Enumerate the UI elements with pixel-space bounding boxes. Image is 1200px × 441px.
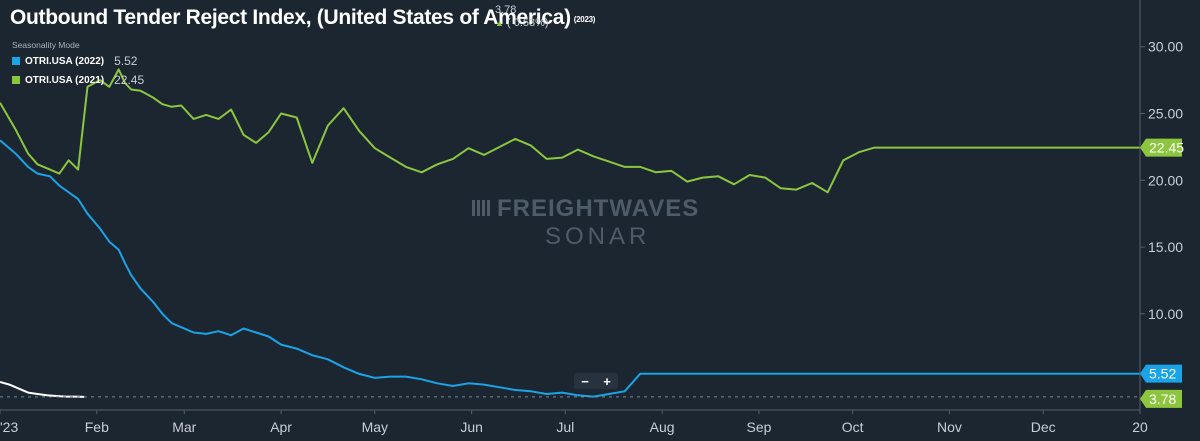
end-label-box xyxy=(1140,364,1182,383)
end-label-text: 5.52 xyxy=(1149,366,1176,382)
end-value-labels: 22.45 5.52 3.78 xyxy=(1140,138,1184,408)
seasonality-mode-label: Seasonality Mode xyxy=(12,40,80,50)
x-tick-label: Dec xyxy=(1031,419,1056,435)
current-change: ( 0.53%) xyxy=(506,17,549,29)
y-tick-label: 20.00 xyxy=(1148,172,1183,188)
end-label-0: 22.45 xyxy=(1140,138,1184,157)
watermark-logo-icon xyxy=(472,200,490,216)
up-arrow-icon: ▲ xyxy=(495,18,504,28)
x-tick-label: Jul xyxy=(556,419,574,435)
zoom-controls: − + xyxy=(574,373,618,389)
watermark-sonar: SONAR xyxy=(545,223,650,250)
y-axis: 30.00 25.00 20.00 15.00 10.00 xyxy=(1139,0,1183,410)
series-line-0 xyxy=(0,68,1140,194)
x-tick-label: Nov xyxy=(937,419,962,435)
series-line-2 xyxy=(0,381,85,398)
x-tick-label: Apr xyxy=(270,419,292,435)
watermark-freightwaves: FREIGHTWAVES xyxy=(497,195,699,222)
series-lines xyxy=(0,68,1140,398)
x-tick-label: '23 xyxy=(0,419,18,435)
end-label-1: 5.52 xyxy=(1140,364,1182,383)
x-tick-label: 20 xyxy=(1132,419,1148,435)
end-label-text: 3.78 xyxy=(1149,391,1176,407)
legend-swatch-2021 xyxy=(12,76,20,84)
y-tick-label: 10.00 xyxy=(1148,306,1183,322)
x-tick-label: Jun xyxy=(460,419,483,435)
x-tick-label: Oct xyxy=(842,419,864,435)
current-value: 3.78 xyxy=(495,4,517,16)
current-value-box: 3.78 ▲ ( 0.53%) xyxy=(495,4,549,30)
x-tick-label: Aug xyxy=(650,419,675,435)
y-tick-label: 15.00 xyxy=(1148,239,1183,255)
x-tick-label: Sep xyxy=(746,419,771,435)
y-tick-label: 25.00 xyxy=(1148,106,1183,122)
x-tick-label: Feb xyxy=(85,419,109,435)
end-label-box xyxy=(1140,389,1182,408)
x-axis: '23 Feb Mar Apr May Jun Jul Aug Sep Oct Nov Dec 20 xyxy=(0,409,1148,435)
x-tick-label: Mar xyxy=(172,419,196,435)
zoom-out-button[interactable]: − xyxy=(581,373,589,389)
x-tick-label: May xyxy=(362,419,388,435)
legend-item-2021[interactable]: OTRI.USA (2021) 22.45 xyxy=(12,73,144,87)
legend-swatch-2022 xyxy=(12,57,20,65)
end-label-box xyxy=(1140,138,1182,157)
watermark: FREIGHTWAVES SONAR xyxy=(472,195,699,250)
series-line-1 xyxy=(0,139,1140,398)
chart-title: Outbound Tender Reject Index, (United St… xyxy=(10,6,596,29)
zoom-in-button[interactable]: + xyxy=(603,373,611,389)
end-label-2: 3.78 xyxy=(1140,389,1182,408)
end-label-text: 22.45 xyxy=(1149,140,1184,156)
y-tick-label: 30.00 xyxy=(1148,39,1183,55)
legend-item-2022[interactable]: OTRI.USA (2022) 5.52 xyxy=(12,54,137,68)
